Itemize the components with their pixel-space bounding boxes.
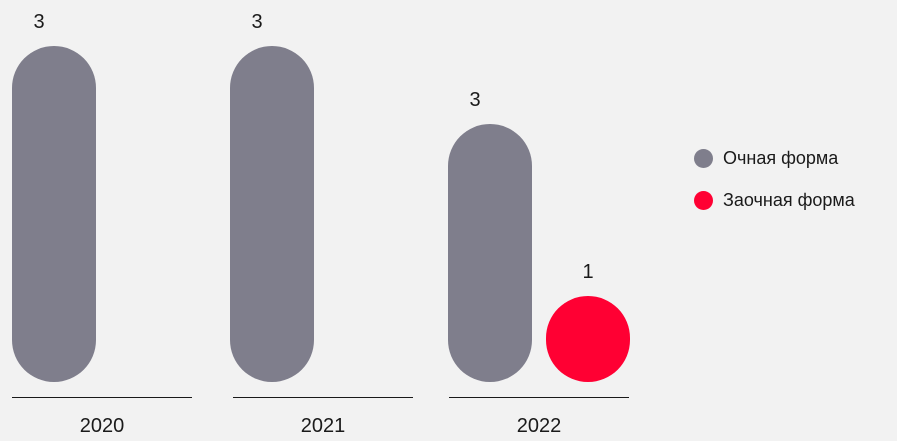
data-label-2021-s0: 3 bbox=[251, 11, 262, 33]
legend-item-part-time: Заочная форма bbox=[694, 190, 855, 210]
legend-item-full-time: Очная форма bbox=[694, 148, 855, 168]
data-label-2020-s0: 3 bbox=[33, 11, 44, 33]
x-tick-label-2022: 2022 bbox=[517, 415, 562, 437]
x-tick-label-2021: 2021 bbox=[301, 415, 346, 437]
bar-2020-s0 bbox=[12, 46, 96, 382]
legend-label-full-time: Очная форма bbox=[723, 147, 839, 168]
bar-2021-s0 bbox=[230, 46, 314, 382]
data-label-2022-s0: 3 bbox=[469, 89, 480, 111]
legend-swatch-part-time bbox=[694, 190, 713, 210]
legend-label-part-time: Заочная форма bbox=[723, 189, 855, 210]
bar-2022-s0 bbox=[448, 124, 532, 382]
bar-2022-s1 bbox=[546, 296, 630, 382]
x-tick-label-2020: 2020 bbox=[80, 415, 125, 437]
legend-swatch-full-time bbox=[694, 148, 713, 168]
legend: Очная форма Заочная форма bbox=[694, 148, 855, 232]
data-label-2022-s1: 1 bbox=[582, 261, 593, 283]
